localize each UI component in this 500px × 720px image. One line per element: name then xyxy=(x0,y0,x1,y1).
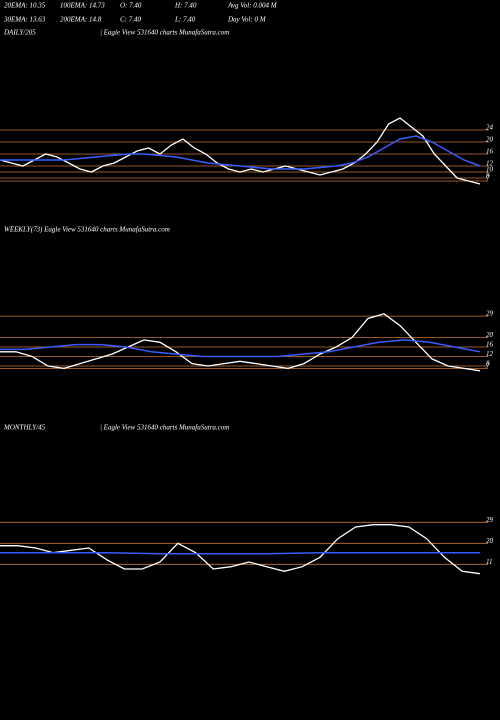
ema-line xyxy=(0,339,481,358)
panel-caption: | Eagle View 531640 charts MunafaSutra.c… xyxy=(100,424,229,432)
y-tick-label: 20 xyxy=(486,331,494,339)
y-tick-label: 8 xyxy=(486,360,490,368)
header-stat: L: 7.40 xyxy=(174,16,196,24)
panel-label: MONTHLY/45 xyxy=(3,424,46,432)
y-tick-label: 12 xyxy=(486,350,494,358)
price-line xyxy=(0,524,481,575)
y-tick-label: 11 xyxy=(486,558,492,566)
header-stat: C: 7.40 xyxy=(120,16,142,24)
y-tick-label: 29 xyxy=(486,516,494,524)
panel-label: DAILY/205 xyxy=(3,29,36,37)
ema-line xyxy=(0,135,481,170)
y-tick-label: 16 xyxy=(486,148,494,156)
y-tick-label: 8 xyxy=(486,172,490,180)
price-line xyxy=(0,313,481,372)
header-stat: 30EMA: 13.63 xyxy=(3,16,46,24)
panel-caption: | Eagle View 531640 charts MunafaSutra.c… xyxy=(100,29,229,37)
y-tick-label: 29 xyxy=(486,310,494,318)
header-stat: Avg Vol: 0.004 M xyxy=(227,2,278,10)
header-stat: 100EMA: 14.73 xyxy=(60,2,105,10)
y-tick-label: 20 xyxy=(486,136,494,144)
header-stat: O: 7.40 xyxy=(120,2,142,10)
header-stat: Day Vol: 0 M xyxy=(227,16,267,24)
header-stat: 200EMA: 14.8 xyxy=(60,16,102,24)
header-stat: H: 7.40 xyxy=(174,2,197,10)
price-line xyxy=(0,117,481,185)
y-tick-label: 24 xyxy=(486,124,494,132)
y-tick-label: 16 xyxy=(486,341,494,349)
y-tick-label: 20 xyxy=(486,537,494,545)
header-stat: 20EMA: 10.35 xyxy=(4,2,46,10)
y-tick-label: 10 xyxy=(486,166,494,174)
y-tick-label: 7 xyxy=(486,175,490,183)
ema-line xyxy=(0,551,480,555)
y-tick-label: 12 xyxy=(486,160,494,168)
panel-label: WEEKLY(73) Eagle View 531640 charts Muna… xyxy=(4,226,170,234)
